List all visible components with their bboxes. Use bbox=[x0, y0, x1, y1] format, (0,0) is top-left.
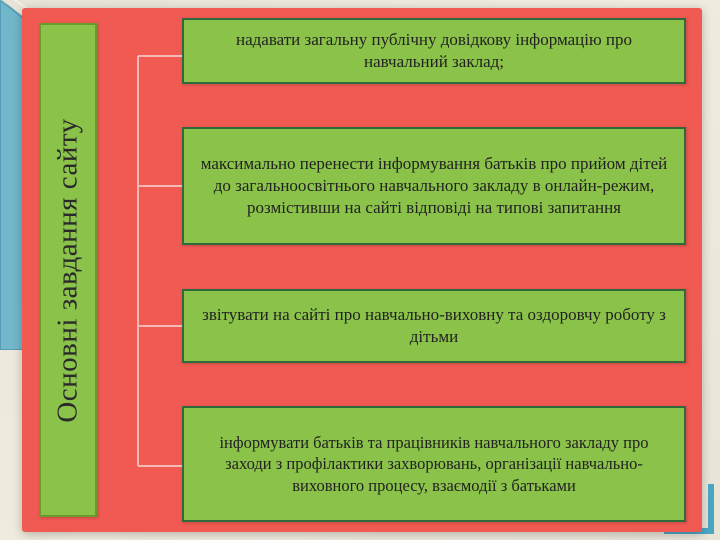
content-column: надавати загальну публічну довідкову інф… bbox=[114, 8, 702, 532]
task-card-2-text: максимально перенести інформування батьк… bbox=[200, 153, 668, 218]
task-card-4-text: інформувати батьків та працівників навча… bbox=[200, 432, 668, 495]
task-card-1-text: надавати загальну публічну довідкову інф… bbox=[200, 29, 668, 73]
task-card-3-text: звітувати на сайті про навчально-виховну… bbox=[200, 304, 668, 348]
task-card-1: надавати загальну публічну довідкову інф… bbox=[182, 18, 686, 84]
sidebar-title-box: Основні завдання сайту bbox=[39, 23, 97, 517]
task-card-2: максимально перенести інформування батьк… bbox=[182, 127, 686, 245]
slide-panel: Основні завдання сайту надавати загальну… bbox=[22, 8, 702, 532]
task-card-4: інформувати батьків та працівників навча… bbox=[182, 406, 686, 522]
sidebar-title: Основні завдання сайту bbox=[52, 118, 85, 422]
sidebar: Основні завдання сайту bbox=[22, 8, 114, 532]
task-card-3: звітувати на сайті про навчально-виховну… bbox=[182, 289, 686, 363]
